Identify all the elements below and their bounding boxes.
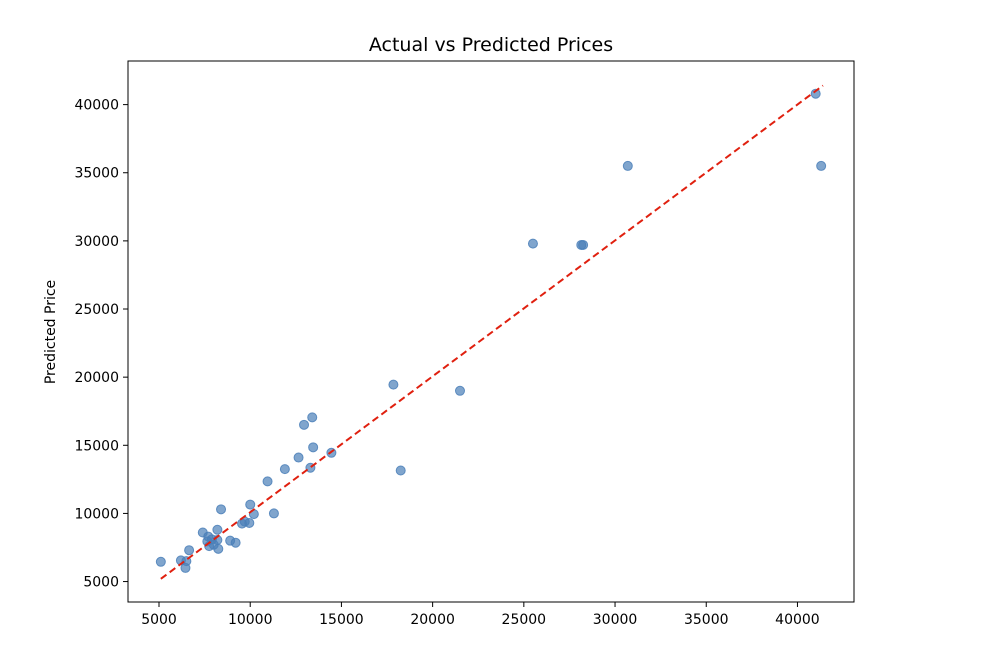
x-tick-label: 5000 xyxy=(141,612,177,628)
data-point xyxy=(212,524,223,535)
y-tick-label: 25000 xyxy=(74,302,119,318)
reference-line xyxy=(160,84,824,580)
data-point xyxy=(622,160,633,171)
data-point xyxy=(293,452,304,463)
data-point xyxy=(388,379,399,390)
data-point xyxy=(244,517,255,528)
data-point xyxy=(454,385,465,396)
data-point xyxy=(262,476,273,487)
y-tick-label: 10000 xyxy=(74,506,119,522)
y-tick-label: 15000 xyxy=(74,438,119,454)
x-tick-label: 40000 xyxy=(775,612,820,628)
data-point xyxy=(245,499,256,510)
data-point xyxy=(527,238,538,249)
x-tick-label: 15000 xyxy=(319,612,364,628)
data-point xyxy=(268,508,279,519)
data-point xyxy=(230,537,241,548)
data-point xyxy=(307,412,318,423)
data-point xyxy=(216,504,227,515)
x-tick-label: 35000 xyxy=(684,612,729,628)
y-tick-label: 5000 xyxy=(83,575,119,591)
y-tick-label: 35000 xyxy=(74,166,119,182)
data-point xyxy=(184,545,195,556)
x-tick-label: 10000 xyxy=(228,612,273,628)
plot-frame xyxy=(127,60,855,603)
data-points xyxy=(155,88,827,573)
data-point xyxy=(213,543,224,554)
data-point xyxy=(816,160,827,171)
y-tick-label: 20000 xyxy=(74,370,119,386)
x-tick-label: 25000 xyxy=(502,612,547,628)
data-point xyxy=(578,239,589,250)
chart-title: Actual vs Predicted Prices xyxy=(369,34,613,56)
data-point xyxy=(299,419,310,430)
x-tick-label: 30000 xyxy=(593,612,638,628)
y-tick-label: 30000 xyxy=(74,234,119,250)
data-point xyxy=(155,556,166,567)
x-tick-label: 20000 xyxy=(410,612,455,628)
axis-ticks: 5000 10000 15000 20000 25000 30000 35000 40000 5… xyxy=(74,98,819,628)
data-point xyxy=(279,464,290,475)
data-point xyxy=(395,465,406,476)
y-tick-label: 40000 xyxy=(74,98,119,114)
data-point xyxy=(308,442,319,453)
y-axis-label: Predicted Price xyxy=(43,280,59,384)
